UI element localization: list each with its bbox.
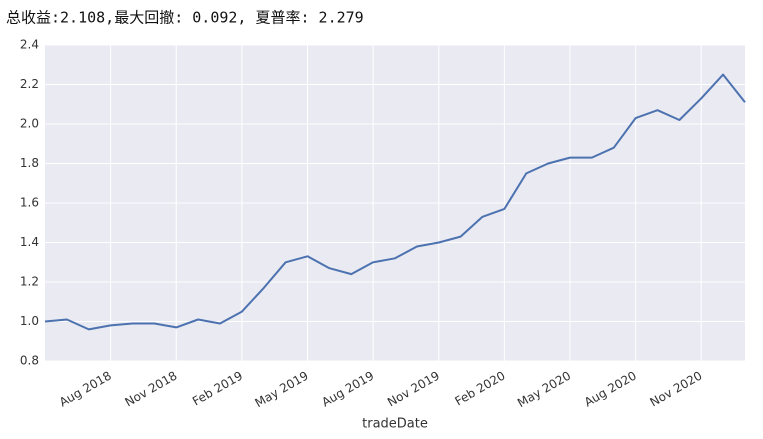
x-tick-label: May 2019 [253, 369, 311, 411]
y-tick-label: 2.4 [20, 38, 39, 52]
y-tick-label: 0.8 [20, 354, 39, 368]
y-tick-label: 1.2 [20, 275, 39, 289]
y-tick-label: 1.8 [20, 156, 39, 170]
y-tick-label: 2.0 [20, 117, 39, 131]
x-tick-label: Aug 2018 [57, 369, 114, 410]
y-tick-label: 2.2 [20, 77, 39, 91]
x-tick-label: Aug 2019 [319, 369, 376, 410]
y-tick-label: 1.6 [20, 196, 39, 210]
x-tick-label: Feb 2020 [452, 369, 507, 409]
x-axis-label: tradeDate [362, 417, 428, 432]
x-tick-label: Nov 2018 [122, 369, 179, 410]
x-tick-label: Nov 2020 [647, 369, 704, 410]
line-series [44, 73, 746, 331]
x-tick-label: May 2020 [515, 369, 573, 411]
chart-title: 总收益:2.108,最大回撤: 0.092, 夏普率: 2.279 [6, 9, 364, 27]
x-tick-label: Aug 2020 [582, 369, 639, 410]
y-tick-label: 1.0 [20, 314, 39, 328]
x-tick-label: Feb 2019 [190, 369, 245, 409]
y-tick-label: 1.4 [20, 235, 39, 249]
x-tick-label: Nov 2019 [385, 369, 442, 410]
